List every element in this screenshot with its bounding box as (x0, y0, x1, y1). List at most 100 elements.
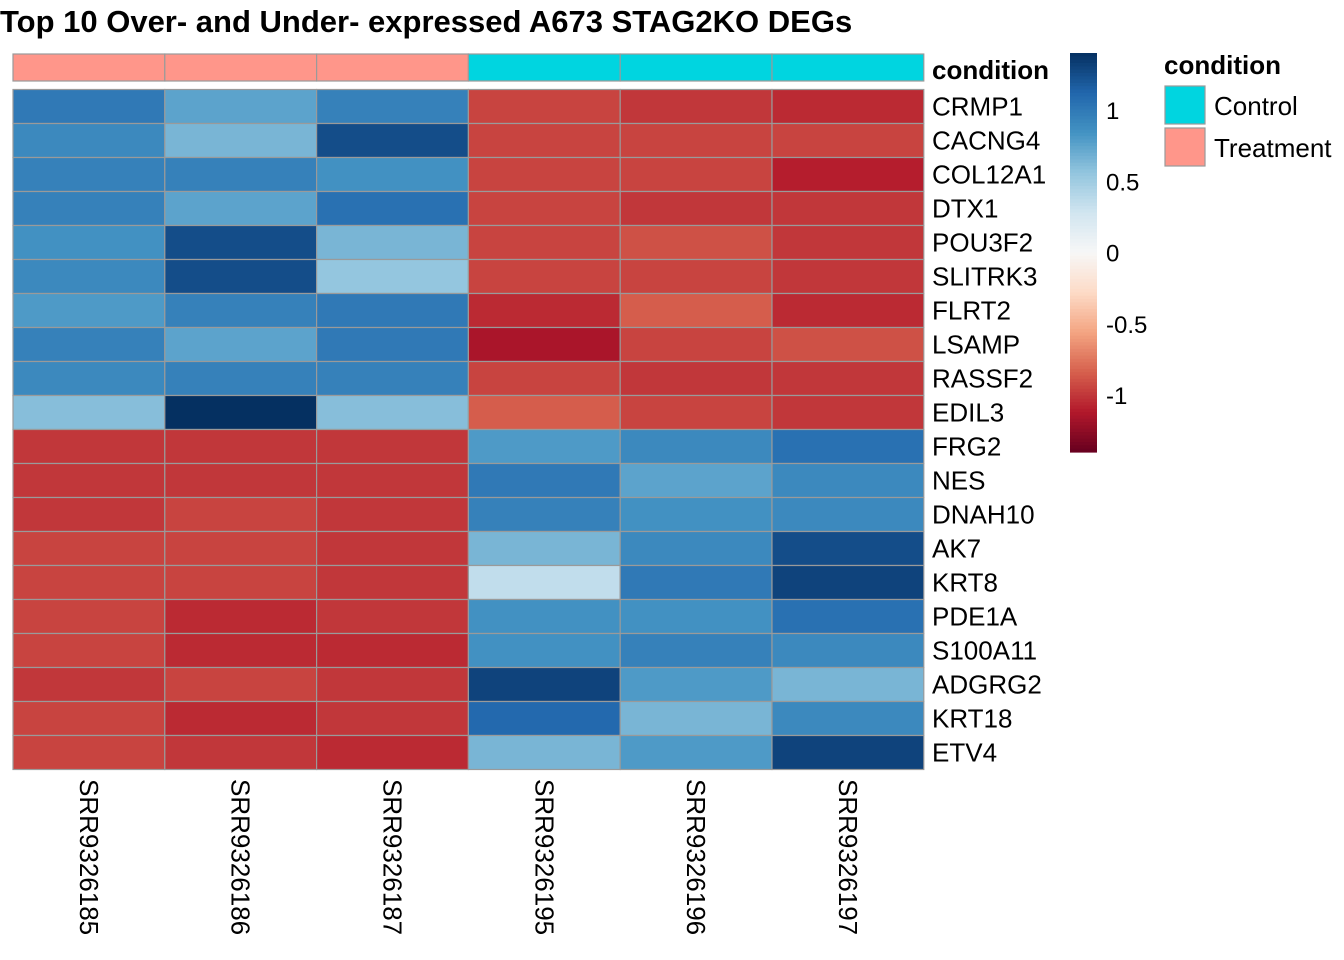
heatmap-cell (12, 734, 166, 771)
color-scale-step (1070, 205, 1097, 210)
heatmap-cell (316, 530, 470, 567)
color-scale-step (1070, 282, 1097, 287)
heatmap-cell (467, 156, 621, 193)
color-scale-step (1070, 195, 1097, 200)
color-scale-step (1070, 102, 1097, 107)
color-scale-step (1070, 239, 1097, 244)
row-label: DTX1 (932, 194, 998, 224)
condition-legend-label: Control (1214, 91, 1298, 121)
heatmap-cell (619, 88, 773, 125)
color-scale-step (1070, 225, 1097, 230)
condition-legend-swatch (1164, 127, 1206, 167)
heatmap-cell (771, 360, 925, 397)
heatmap-cell (316, 666, 470, 703)
color-scale-step (1070, 422, 1097, 426)
heatmap-cell (467, 224, 621, 261)
row-label: CACNG4 (932, 126, 1040, 156)
color-scale-step (1070, 126, 1097, 131)
color-scale-step (1070, 159, 1097, 164)
heatmap-cell (771, 224, 925, 261)
color-scale-step (1070, 332, 1097, 337)
heatmap-cell (467, 598, 621, 635)
heatmap-cell (316, 258, 470, 295)
color-scale-step (1070, 96, 1097, 101)
heatmap-cell (12, 224, 166, 261)
heatmap-cell (467, 258, 621, 295)
color-scale-step (1070, 245, 1097, 250)
color-scale-step (1070, 112, 1097, 117)
color-scale-step (1070, 156, 1097, 160)
heatmap-cell (164, 530, 318, 567)
color-scale-step (1070, 186, 1097, 190)
heatmap-cell (164, 734, 318, 771)
color-scale-step (1070, 345, 1097, 350)
heatmap-cell (12, 394, 166, 431)
chart-title: Top 10 Over- and Under- expressed A673 S… (0, 4, 852, 39)
color-scale-step (1070, 202, 1097, 207)
row-label: LSAMP (932, 330, 1020, 360)
heatmap-cell (164, 598, 318, 635)
heatmap-cell (316, 496, 470, 533)
color-scale-step (1070, 259, 1097, 264)
color-scale-step (1070, 132, 1097, 137)
color-scale-step (1070, 319, 1097, 323)
color-scale-step (1070, 402, 1097, 407)
heatmap-cell (467, 564, 621, 601)
heatmap-cell (619, 394, 773, 431)
color-scale-tick-label: 0 (1106, 241, 1119, 268)
row-labels: CRMP1 CACNG4 COL12A1 DTX1 POU3F2 SLITRK3 FLRT2… (932, 92, 1046, 768)
row-label: DNAH10 (932, 500, 1035, 530)
color-scale-step (1070, 189, 1097, 194)
heatmap-cell (164, 190, 318, 227)
row-label: SLITRK3 (932, 262, 1038, 292)
color-scale-step (1070, 435, 1097, 440)
color-scale-step (1070, 395, 1097, 400)
color-scale-step (1070, 398, 1097, 403)
heatmap-cell (619, 496, 773, 533)
annotation-bar (12, 53, 925, 82)
row-label: FRG2 (932, 432, 1001, 462)
color-scale-step (1070, 66, 1097, 71)
heatmap-cell (771, 666, 925, 703)
color-scale-step (1070, 442, 1097, 446)
color-scale-step (1070, 252, 1097, 257)
color-scale-step (1070, 428, 1097, 433)
color-scale-step (1070, 62, 1097, 67)
row-label: KRT18 (932, 704, 1012, 734)
heatmap-cell (316, 190, 470, 227)
color-scale-step (1070, 262, 1097, 267)
heatmap-cell (164, 462, 318, 499)
color-scale-step (1070, 232, 1097, 237)
heatmap-cell (12, 564, 166, 601)
heatmap-cell (771, 632, 925, 669)
color-scale-step (1070, 378, 1097, 383)
color-scale-legend: 1 0.5 0 -0.5 -1 (1070, 53, 1147, 453)
color-scale-step (1070, 76, 1097, 81)
heatmap-cell (619, 224, 773, 261)
color-scale-step (1070, 418, 1097, 423)
heatmap-cell (771, 734, 925, 771)
color-scale-step (1070, 292, 1097, 297)
annotation-cell (619, 53, 773, 82)
color-scale-step (1070, 412, 1097, 417)
annotation-cell (164, 53, 318, 82)
color-scale-step (1070, 355, 1097, 360)
heatmap-cell (619, 564, 773, 601)
color-scale-step (1070, 149, 1097, 154)
column-label: SRR9326196 (681, 779, 711, 935)
color-scale-step (1070, 229, 1097, 234)
heatmap-cell (316, 734, 470, 771)
color-scale-step (1070, 136, 1097, 141)
heatmap-cell (316, 564, 470, 601)
heatmap-cell (164, 258, 318, 295)
heatmap-cell (771, 156, 925, 193)
row-label: S100A11 (932, 636, 1037, 666)
heatmap-cell (619, 122, 773, 159)
color-scale-step (1070, 305, 1097, 310)
color-scale-step (1070, 122, 1097, 127)
row-label: CRMP1 (932, 92, 1023, 122)
color-scale-step (1070, 392, 1097, 397)
heatmap-cell (771, 496, 925, 533)
color-scale-step (1070, 408, 1097, 413)
